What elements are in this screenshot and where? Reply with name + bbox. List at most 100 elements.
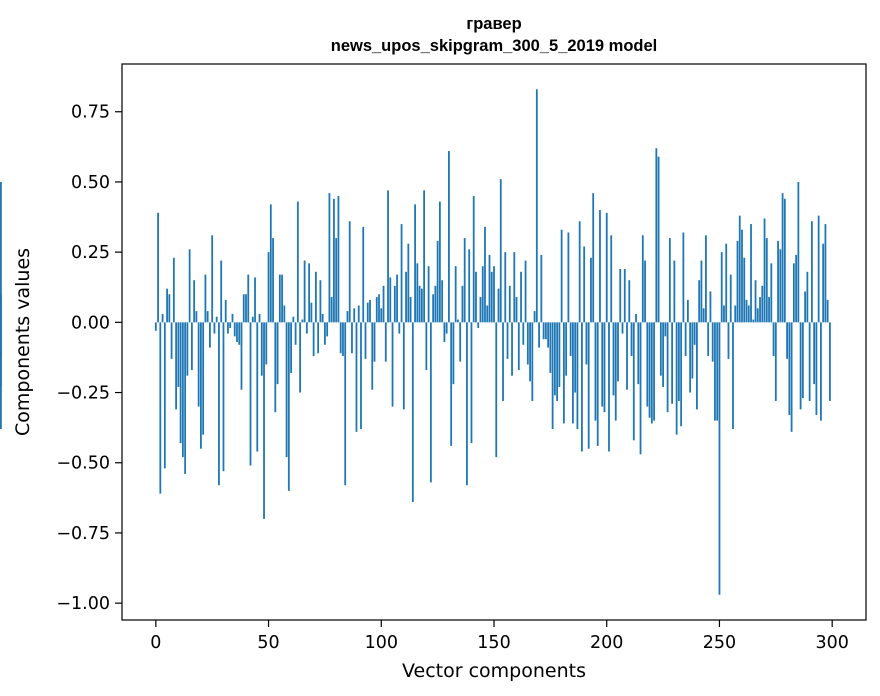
- bar-255: [729, 274, 732, 323]
- bar-212: [632, 322, 635, 441]
- bar-152: [497, 288, 500, 323]
- bar-54: [276, 322, 279, 385]
- y-tick-label: 0.75: [71, 103, 110, 123]
- bar-76: [326, 322, 329, 337]
- bar-72: [317, 322, 320, 354]
- bar-59: [287, 322, 290, 491]
- bar-31: [224, 299, 227, 323]
- bar-58: [285, 322, 288, 458]
- bar-123: [432, 294, 435, 323]
- bar-284: [795, 254, 798, 323]
- bar-239: [693, 322, 696, 345]
- bar-228: [668, 238, 671, 323]
- bar-222: [655, 148, 658, 323]
- bar-296: [822, 243, 825, 323]
- bar-66: [303, 260, 306, 323]
- bar-144: [479, 297, 482, 323]
- bar-51: [269, 204, 272, 323]
- bar-88: [353, 308, 356, 323]
- bar-41: [247, 274, 250, 323]
- bar-289: [806, 271, 809, 323]
- bar-197: [599, 210, 601, 323]
- bar-294: [817, 215, 820, 323]
- bar-256: [732, 322, 734, 430]
- x-tick-label: 100: [365, 633, 398, 653]
- bar-253: [725, 243, 728, 323]
- bar-30: [222, 322, 225, 472]
- bar-93: [364, 322, 367, 359]
- bar-143: [477, 322, 480, 328]
- bar-155: [504, 252, 507, 323]
- bar-278: [781, 193, 784, 323]
- bar-210: [628, 280, 631, 323]
- bar-299: [829, 322, 831, 401]
- bar-154: [502, 322, 504, 401]
- bar-75: [324, 322, 326, 345]
- x-tick-label: 150: [477, 633, 510, 653]
- bar-128: [443, 322, 446, 342]
- bar-44: [254, 277, 256, 323]
- bar-140: [470, 322, 473, 444]
- bar-63: [296, 201, 299, 323]
- bar-247: [711, 322, 714, 362]
- bar-257: [734, 305, 737, 323]
- bar-16: [190, 322, 193, 371]
- bar-17: [193, 280, 196, 323]
- bar-162: [520, 271, 522, 323]
- bar-89: [355, 322, 358, 432]
- bar-109: [400, 224, 403, 323]
- bar-218: [646, 322, 649, 407]
- y-tick-label: 0.25: [71, 243, 110, 263]
- bar-74: [321, 313, 324, 323]
- bar-undefined: [0, 181, 2, 323]
- bar-183: [567, 232, 570, 323]
- bar-176: [551, 322, 554, 430]
- y-tick-label: −1.00: [56, 594, 110, 614]
- bar-204: [614, 322, 617, 421]
- bar-104: [389, 277, 392, 323]
- bar-216: [641, 235, 644, 323]
- bar-251: [720, 252, 723, 323]
- bar-20: [200, 322, 202, 449]
- bar-242: [700, 260, 703, 323]
- bar-5: [166, 288, 168, 323]
- bar-184: [569, 322, 572, 357]
- bar-48: [263, 322, 265, 519]
- bar-185: [572, 322, 574, 424]
- bar-270: [763, 218, 766, 323]
- bar-211: [630, 322, 633, 357]
- bar-8: [172, 257, 175, 323]
- bar-274: [772, 322, 775, 357]
- bar-214: [637, 322, 640, 385]
- bar-240: [696, 322, 698, 410]
- bar-205: [617, 322, 619, 382]
- bar-86: [348, 221, 351, 323]
- bar-207: [621, 322, 624, 334]
- bar-107: [396, 274, 398, 323]
- bar-260: [741, 229, 743, 323]
- bar-22: [204, 274, 207, 323]
- bar-105: [391, 322, 394, 407]
- bar-134: [457, 319, 459, 323]
- bar-101: [382, 285, 385, 323]
- bar-275: [774, 322, 777, 401]
- bar-132: [452, 322, 455, 385]
- bar-84: [344, 322, 347, 486]
- bar-112: [407, 243, 410, 323]
- bar-37: [238, 322, 241, 345]
- bar-259: [738, 215, 741, 323]
- bar-19: [197, 322, 200, 407]
- bar-120: [425, 322, 428, 371]
- bar-182: [565, 322, 568, 376]
- bar-126: [438, 201, 441, 323]
- bar-115: [414, 204, 416, 323]
- bar-18: [195, 311, 198, 323]
- bar-40: [245, 294, 247, 323]
- bar-33: [229, 322, 232, 328]
- bar-229: [671, 322, 674, 404]
- bar-142: [475, 271, 477, 323]
- bar-163: [522, 322, 525, 345]
- bar-189: [581, 322, 583, 452]
